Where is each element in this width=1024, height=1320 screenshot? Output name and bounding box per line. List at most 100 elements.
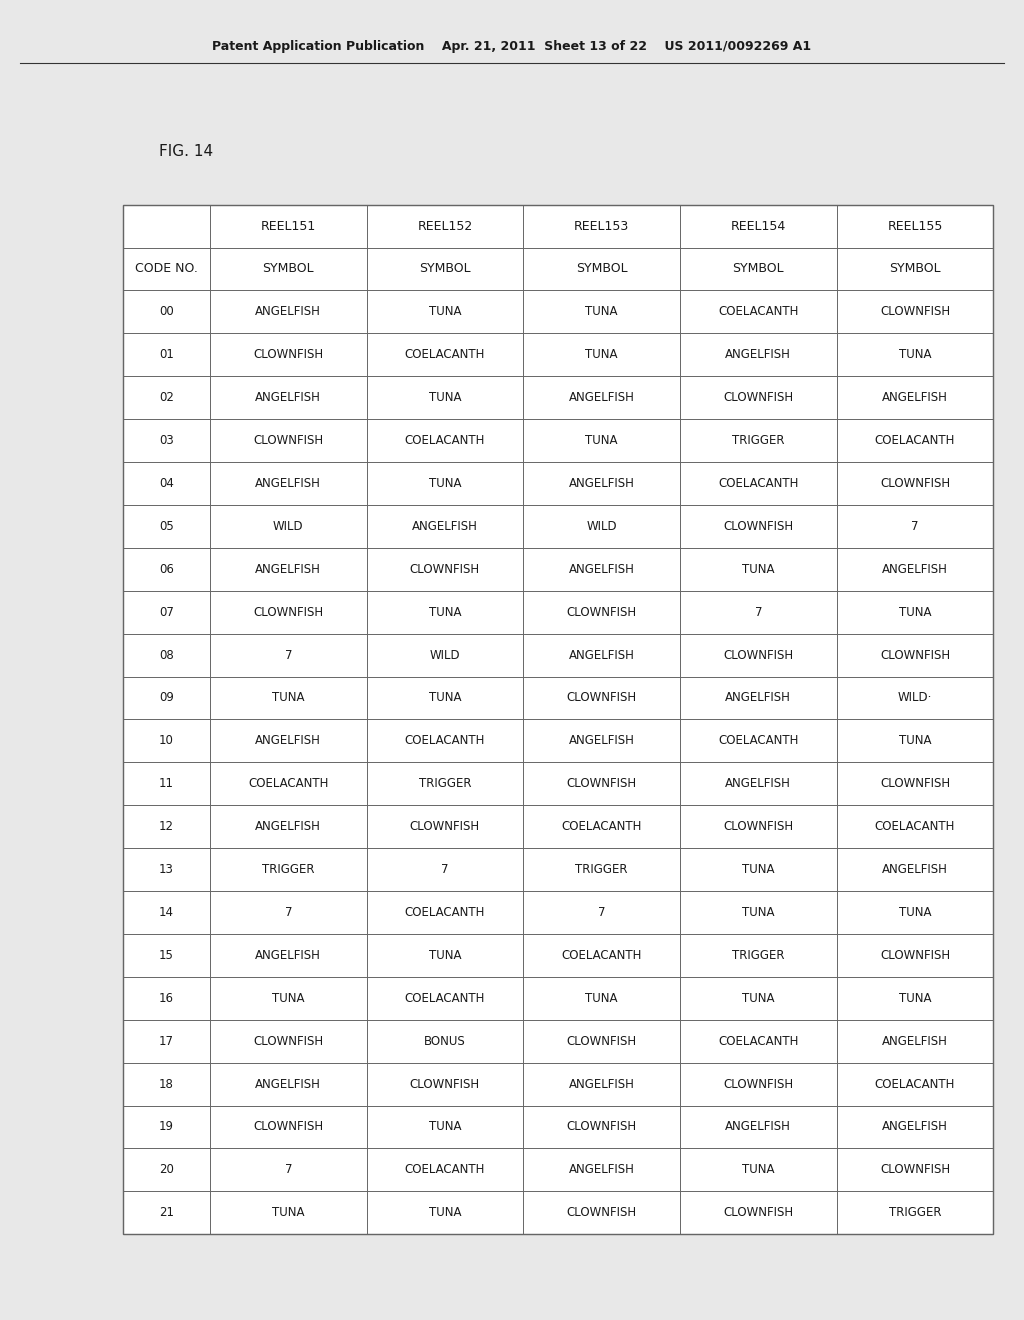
Text: COELACANTH: COELACANTH <box>561 949 642 962</box>
Text: TUNA: TUNA <box>429 692 461 705</box>
Text: COELACANTH: COELACANTH <box>404 1163 485 1176</box>
Text: TUNA: TUNA <box>899 991 931 1005</box>
Text: REEL153: REEL153 <box>574 219 629 232</box>
Text: 16: 16 <box>159 991 174 1005</box>
Text: CLOWNFISH: CLOWNFISH <box>410 1077 480 1090</box>
FancyBboxPatch shape <box>123 205 993 1234</box>
Text: ANGELFISH: ANGELFISH <box>255 305 322 318</box>
Text: 7: 7 <box>285 648 292 661</box>
Text: COELACANTH: COELACANTH <box>718 1035 799 1048</box>
Text: WILD: WILD <box>273 520 303 533</box>
Text: ANGELFISH: ANGELFISH <box>568 477 635 490</box>
Text: CLOWNFISH: CLOWNFISH <box>253 1121 324 1134</box>
Text: 07: 07 <box>159 606 174 619</box>
Text: WILD: WILD <box>587 520 616 533</box>
Text: 03: 03 <box>159 434 174 447</box>
Text: TUNA: TUNA <box>899 734 931 747</box>
Text: TUNA: TUNA <box>742 906 774 919</box>
Text: TUNA: TUNA <box>272 991 304 1005</box>
Text: ANGELFISH: ANGELFISH <box>255 820 322 833</box>
Text: 01: 01 <box>159 348 174 362</box>
Text: 02: 02 <box>159 391 174 404</box>
Text: CLOWNFISH: CLOWNFISH <box>723 391 794 404</box>
Text: TUNA: TUNA <box>899 348 931 362</box>
Text: 05: 05 <box>159 520 174 533</box>
Text: 11: 11 <box>159 777 174 791</box>
Text: CLOWNFISH: CLOWNFISH <box>566 606 637 619</box>
Text: 18: 18 <box>159 1077 174 1090</box>
Text: 21: 21 <box>159 1206 174 1220</box>
Text: 20: 20 <box>159 1163 174 1176</box>
Text: COELACANTH: COELACANTH <box>718 477 799 490</box>
Text: ANGELFISH: ANGELFISH <box>255 734 322 747</box>
Text: COELACANTH: COELACANTH <box>404 734 485 747</box>
Text: SYMBOL: SYMBOL <box>732 263 784 276</box>
Text: FIG. 14: FIG. 14 <box>159 144 213 160</box>
Text: WILD: WILD <box>430 648 460 661</box>
Text: ANGELFISH: ANGELFISH <box>882 391 948 404</box>
Text: ANGELFISH: ANGELFISH <box>568 1077 635 1090</box>
Text: TUNA: TUNA <box>429 305 461 318</box>
Text: ANGELFISH: ANGELFISH <box>725 777 792 791</box>
Text: ANGELFISH: ANGELFISH <box>568 1163 635 1176</box>
Text: COELACANTH: COELACANTH <box>404 348 485 362</box>
Text: CLOWNFISH: CLOWNFISH <box>880 949 950 962</box>
Text: CLOWNFISH: CLOWNFISH <box>880 777 950 791</box>
Text: ANGELFISH: ANGELFISH <box>255 1077 322 1090</box>
Text: CLOWNFISH: CLOWNFISH <box>723 820 794 833</box>
Text: TUNA: TUNA <box>429 949 461 962</box>
Text: REEL152: REEL152 <box>418 219 472 232</box>
Text: CLOWNFISH: CLOWNFISH <box>410 820 480 833</box>
Text: SYMBOL: SYMBOL <box>889 263 941 276</box>
Text: COELACANTH: COELACANTH <box>874 820 955 833</box>
Text: SYMBOL: SYMBOL <box>262 263 314 276</box>
Text: CLOWNFISH: CLOWNFISH <box>566 1035 637 1048</box>
Text: TRIGGER: TRIGGER <box>575 863 628 876</box>
Text: 06: 06 <box>159 562 174 576</box>
Text: CLOWNFISH: CLOWNFISH <box>880 477 950 490</box>
Text: ANGELFISH: ANGELFISH <box>725 692 792 705</box>
Text: TRIGGER: TRIGGER <box>732 949 784 962</box>
Text: TUNA: TUNA <box>429 1121 461 1134</box>
Text: CLOWNFISH: CLOWNFISH <box>723 648 794 661</box>
Text: ANGELFISH: ANGELFISH <box>568 391 635 404</box>
Text: 19: 19 <box>159 1121 174 1134</box>
Text: 7: 7 <box>441 863 449 876</box>
Text: CLOWNFISH: CLOWNFISH <box>253 1035 324 1048</box>
Text: ANGELFISH: ANGELFISH <box>882 562 948 576</box>
Text: 09: 09 <box>159 692 174 705</box>
Text: WILD·: WILD· <box>898 692 932 705</box>
Text: TUNA: TUNA <box>272 692 304 705</box>
Text: COELACANTH: COELACANTH <box>874 1077 955 1090</box>
Text: 00: 00 <box>159 305 174 318</box>
Text: TUNA: TUNA <box>586 434 617 447</box>
Text: COELACANTH: COELACANTH <box>874 434 955 447</box>
Text: CLOWNFISH: CLOWNFISH <box>566 692 637 705</box>
Text: ANGELFISH: ANGELFISH <box>882 1035 948 1048</box>
Text: TRIGGER: TRIGGER <box>732 434 784 447</box>
Text: REEL155: REEL155 <box>887 219 943 232</box>
Text: TUNA: TUNA <box>429 606 461 619</box>
Text: REEL154: REEL154 <box>731 219 785 232</box>
Text: 12: 12 <box>159 820 174 833</box>
Text: TRIGGER: TRIGGER <box>262 863 314 876</box>
Text: 04: 04 <box>159 477 174 490</box>
Text: TUNA: TUNA <box>899 906 931 919</box>
Text: ANGELFISH: ANGELFISH <box>568 734 635 747</box>
Text: COELACANTH: COELACANTH <box>404 991 485 1005</box>
Text: 7: 7 <box>598 906 605 919</box>
Text: CLOWNFISH: CLOWNFISH <box>410 562 480 576</box>
Text: 15: 15 <box>159 949 174 962</box>
Text: TUNA: TUNA <box>586 991 617 1005</box>
Text: 17: 17 <box>159 1035 174 1048</box>
Text: COELACANTH: COELACANTH <box>404 906 485 919</box>
Text: COELACANTH: COELACANTH <box>718 305 799 318</box>
Text: COELACANTH: COELACANTH <box>248 777 329 791</box>
Text: TUNA: TUNA <box>586 305 617 318</box>
Text: ANGELFISH: ANGELFISH <box>255 562 322 576</box>
Text: CLOWNFISH: CLOWNFISH <box>723 1206 794 1220</box>
Text: TUNA: TUNA <box>586 348 617 362</box>
Text: ANGELFISH: ANGELFISH <box>568 648 635 661</box>
Text: TUNA: TUNA <box>899 606 931 619</box>
Text: TUNA: TUNA <box>742 991 774 1005</box>
